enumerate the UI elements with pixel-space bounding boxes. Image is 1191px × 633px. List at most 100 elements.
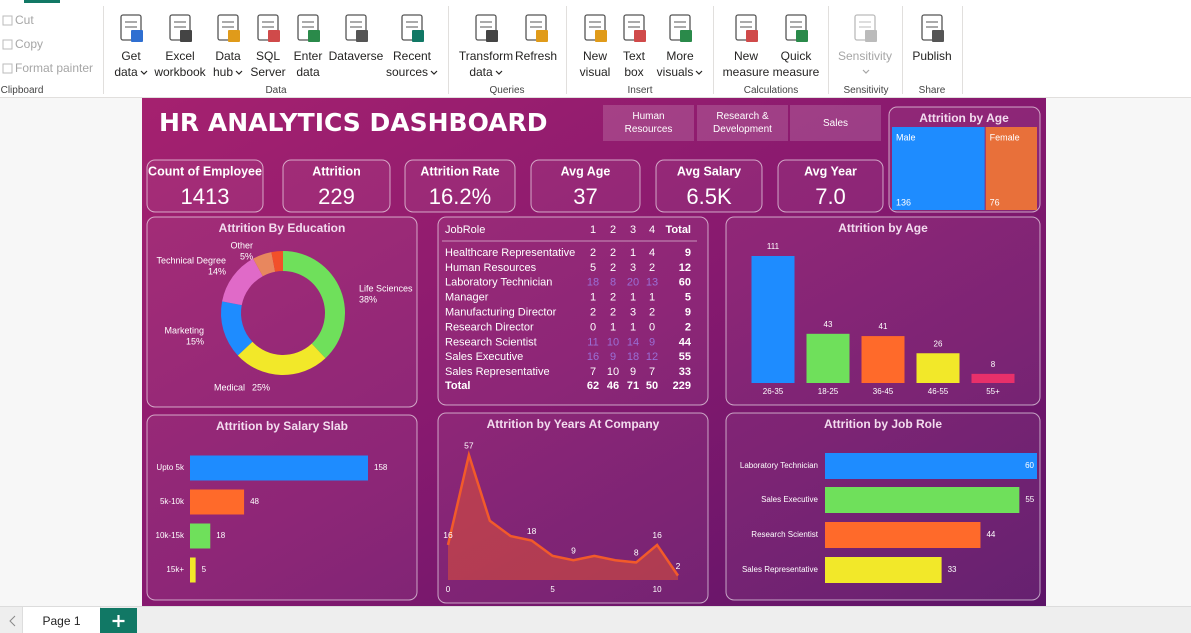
add-page-button[interactable]	[100, 608, 137, 633]
ribbon-button[interactable]: Recent sources	[374, 12, 450, 84]
card	[404, 159, 516, 213]
card	[146, 414, 418, 601]
button-label: Quick	[758, 48, 834, 64]
column-header: JobRole	[445, 224, 485, 236]
bar	[190, 523, 211, 549]
button-label: Format painter	[15, 61, 94, 75]
x-tick-label: 0	[446, 585, 451, 594]
table-cell: 10	[607, 366, 619, 378]
group-separator	[962, 6, 963, 94]
column-header: Total	[666, 224, 691, 236]
group-label: Insert	[627, 85, 653, 96]
ribbon-button[interactable]: Get data	[93, 12, 169, 84]
card	[725, 216, 1041, 406]
ribbon-button[interactable]: Quick measure	[758, 12, 834, 84]
ribbon-button[interactable]: Text box	[596, 12, 672, 84]
button-icon	[785, 14, 808, 42]
table-cell: 33	[679, 366, 691, 378]
button-label: Excel	[142, 48, 218, 64]
button-label-text: visuals	[656, 65, 694, 79]
nav-button[interactable]: Sales	[790, 105, 881, 141]
ribbon-button[interactable]: New measure	[708, 12, 784, 84]
ribbon-button[interactable]: Enter data	[270, 12, 346, 84]
ribbon-button[interactable]: More visuals	[642, 12, 718, 84]
ribbon-button[interactable]: Cut	[2, 11, 34, 29]
ribbon-button[interactable]: Dataverse	[318, 12, 394, 84]
dropdown-chevron	[140, 70, 148, 75]
ribbon-button[interactable]: Data hub	[190, 12, 266, 84]
table-cell: 18	[627, 351, 639, 363]
ribbon-button[interactable]: Transform data	[448, 12, 524, 84]
bar	[825, 557, 942, 583]
button-icon	[854, 14, 877, 42]
button-label: visuals	[642, 64, 718, 80]
button-icon	[584, 14, 607, 42]
table-cell: 2	[610, 292, 616, 304]
button-icon	[525, 14, 548, 42]
button-label-text: measure	[772, 65, 820, 79]
nav-button[interactable]: Research & Development	[697, 105, 788, 141]
value-label: 55	[1025, 495, 1034, 504]
ribbon-button[interactable]: SQL Server	[230, 12, 306, 84]
table-cell: 1	[630, 321, 636, 333]
value-label: 8	[634, 548, 639, 558]
page-tab[interactable]: Page 1	[22, 607, 101, 633]
ribbon-button[interactable]: New visual	[557, 12, 633, 84]
total-cell: 62	[587, 380, 599, 392]
dropdown-chevron	[695, 70, 703, 75]
row-label: Manager	[445, 292, 489, 304]
table-cell: 7	[590, 366, 596, 378]
table-cell: 5	[685, 292, 691, 304]
table-cell: 10	[607, 336, 619, 348]
button-label-text: Dataverse	[328, 49, 384, 63]
table-cell: 3	[630, 262, 636, 274]
value-label: 48	[250, 497, 259, 506]
button-icon	[120, 14, 143, 42]
table-cell: 2	[590, 307, 596, 319]
button-label: Transform	[448, 48, 524, 64]
button-icon	[257, 14, 280, 42]
button-label: measure	[758, 64, 834, 80]
active-tab-indicator	[24, 0, 60, 3]
row-label: Sales Representative	[445, 366, 550, 378]
category-label: Sales Executive	[761, 495, 818, 504]
table-cell: 9	[649, 336, 655, 348]
tile-value: 76	[990, 197, 1000, 207]
category-label: 18-25	[818, 387, 839, 396]
button-label-text: New	[582, 49, 607, 63]
category-label: Sales Representative	[742, 565, 819, 574]
card	[437, 412, 709, 604]
table-cell: 5	[590, 262, 596, 274]
card	[437, 216, 709, 406]
group-label: Sensitivity	[843, 85, 889, 96]
ribbon-button[interactable]: Copy	[2, 35, 43, 53]
category-label: Upto 5k	[156, 463, 185, 472]
row-label: Research Director	[445, 321, 534, 333]
group-label: Share	[918, 85, 946, 96]
button-label: More	[642, 48, 718, 64]
table-cell: 2	[610, 247, 616, 259]
total-cell: 71	[627, 380, 639, 392]
button-icon	[2, 63, 13, 74]
table-cell: 11	[587, 336, 598, 348]
button-icon	[669, 14, 692, 42]
ribbon-button[interactable]: Format painter	[2, 59, 93, 77]
table-cell: 1	[649, 292, 655, 304]
button-label-text: SQL	[255, 49, 280, 63]
value-label: 57	[464, 440, 474, 450]
nav-button[interactable]: Human Resources	[603, 105, 694, 141]
ribbon-button[interactable]: Excel workbook	[142, 12, 218, 84]
button-label: measure	[708, 64, 784, 80]
kpi-title: Avg Year	[804, 164, 857, 178]
ribbon-button[interactable]: Publish	[894, 12, 970, 84]
value-label: 2	[676, 561, 681, 571]
group-label: Data	[265, 85, 287, 96]
bar	[190, 455, 368, 481]
total-cell: 46	[607, 380, 619, 392]
ribbon-button[interactable]: Refresh	[498, 12, 574, 84]
card	[282, 159, 391, 213]
scroll-left[interactable]	[8, 615, 18, 627]
table-cell: 1	[630, 292, 636, 304]
x-tick-label: 10	[653, 585, 662, 594]
category-label: Research Scientist	[751, 530, 818, 539]
